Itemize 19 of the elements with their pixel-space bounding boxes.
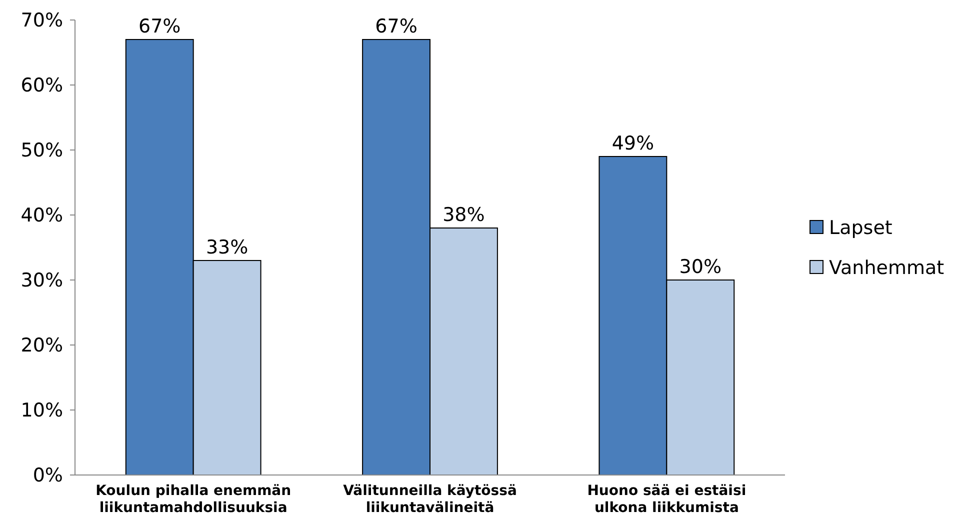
y-tick-label: 60% — [20, 74, 63, 97]
y-tick-label: 70% — [20, 10, 63, 32]
data-label: 67% — [375, 16, 418, 38]
y-tick-label: 50% — [20, 140, 63, 162]
y-tick-label: 10% — [20, 400, 63, 422]
x-tick-label: Huono sää ei estäisi ulkona liikkumista — [587, 483, 746, 516]
legend-label: Vanhemmat — [829, 257, 944, 280]
data-label: 67% — [138, 16, 181, 38]
data-label: 30% — [679, 256, 722, 278]
y-tick-label: 20% — [20, 334, 63, 357]
x-tick-label: Välitunneilla käytössä liikuntavälineitä — [343, 483, 517, 516]
data-label: 49% — [612, 132, 654, 154]
data-label: 38% — [442, 204, 485, 226]
y-tick-label: 30% — [20, 270, 63, 292]
x-tick-label: Koulun pihalla enemmän liikuntamahdollisuuksia — [96, 483, 292, 516]
legend-label: Lapset — [829, 217, 892, 240]
y-tick-label: 0% — [32, 464, 63, 487]
data-label: 33% — [206, 236, 248, 258]
y-tick-label: 40% — [20, 204, 63, 227]
